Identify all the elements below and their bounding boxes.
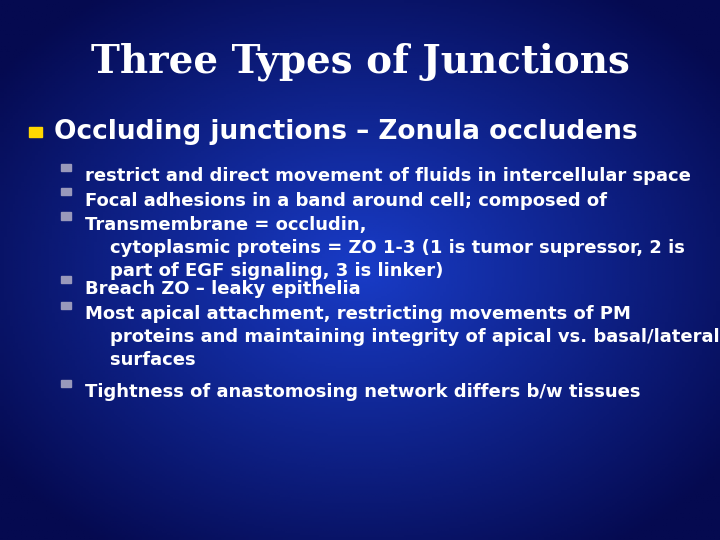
Bar [61, 276, 71, 283]
Text: Focal adhesions in a band around cell; composed of: Focal adhesions in a band around cell; c… [85, 192, 607, 210]
Bar [61, 188, 71, 195]
Text: Transmembrane = occludin,
    cytoplasmic proteins = ZO 1-3 (1 is tumor supresso: Transmembrane = occludin, cytoplasmic pr… [85, 216, 685, 280]
Bar [61, 164, 71, 171]
Text: restrict and direct movement of fluids in intercellular space: restrict and direct movement of fluids i… [85, 167, 690, 185]
Text: Three Types of Junctions: Three Types of Junctions [91, 43, 629, 82]
Bar [61, 380, 71, 387]
Text: Occluding junctions – Zonula occludens: Occluding junctions – Zonula occludens [54, 119, 638, 145]
Bar [61, 212, 71, 219]
Text: Tightness of anastomosing network differs b/w tissues: Tightness of anastomosing network differ… [85, 383, 641, 401]
Bar [61, 301, 71, 309]
Bar [29, 127, 42, 137]
Text: Breach ZO – leaky epithelia: Breach ZO – leaky epithelia [85, 280, 361, 298]
Text: Most apical attachment, restricting movements of PM
    proteins and maintaining: Most apical attachment, restricting move… [85, 305, 719, 369]
